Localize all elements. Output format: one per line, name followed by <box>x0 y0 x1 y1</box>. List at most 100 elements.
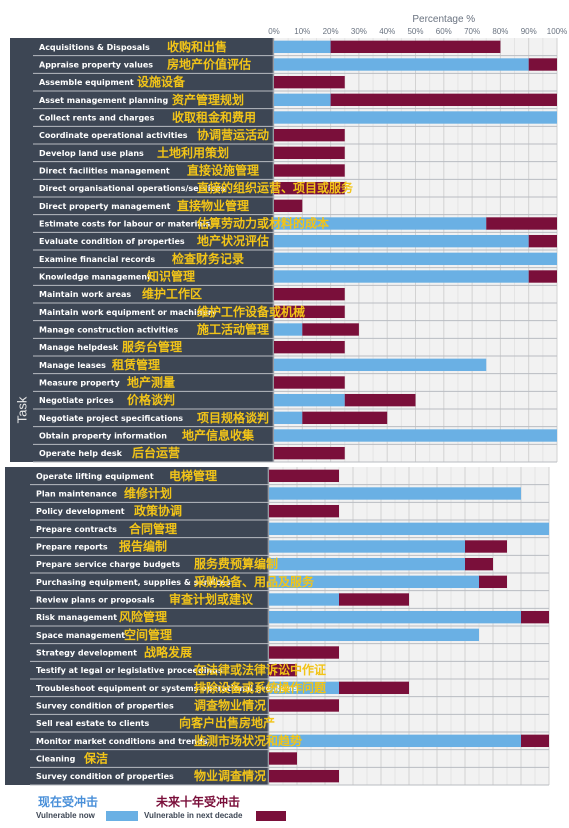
task-label: Survey condition of properties <box>36 772 174 781</box>
task-label-cn: 项目规格谈判 <box>197 410 269 425</box>
task-label: Maintain work areas <box>39 290 131 299</box>
bar-vulnerable-now <box>274 252 557 266</box>
task-label-cn: 地产测量 <box>127 375 175 390</box>
task-label: Troubleshoot equipment or systems operat… <box>36 684 298 693</box>
task-label-cn: 知识管理 <box>146 269 195 284</box>
bar-vulnerable-now <box>269 610 521 624</box>
task-label-cn: 维修计划 <box>124 486 172 501</box>
bar-vulnerable-next-decade <box>302 323 359 336</box>
task-label-cn: 监测市场状况和趋势 <box>194 733 302 748</box>
bar-vulnerable-next-decade <box>528 270 557 283</box>
task-label: Negotiate prices <box>39 396 114 405</box>
task-label-cn: 施工活动管理 <box>197 322 269 337</box>
bar-vulnerable-next-decade <box>339 593 409 606</box>
task-label: Operate help desk <box>39 449 123 458</box>
task-label-cn: 服务费预算编制 <box>194 556 278 571</box>
bar-vulnerable-now <box>274 270 529 283</box>
task-label: Manage leases <box>39 361 106 370</box>
task-label: Prepare service charge budgets <box>36 560 180 569</box>
task-label: Examine financial records <box>39 255 155 264</box>
bar-vulnerable-next-decade <box>521 734 549 748</box>
x-tick-label: 50% <box>407 27 423 36</box>
bar-vulnerable-now <box>269 557 465 571</box>
bar-vulnerable-now <box>274 429 557 442</box>
task-label: Prepare reports <box>36 543 108 552</box>
bar-vulnerable-next-decade <box>274 181 345 195</box>
task-label-cn: 调查物业情况 <box>194 698 266 713</box>
task-label: Asset management planning <box>39 96 168 105</box>
legend-next-swatch <box>256 811 286 821</box>
bar-vulnerable-next-decade <box>274 128 345 142</box>
task-label-cn: 服务台管理 <box>122 339 182 354</box>
legend: 现在受冲击 Vulnerable now 未来十年受冲击 Vulnerable in … <box>36 794 286 821</box>
bar-vulnerable-now <box>269 734 521 748</box>
task-label-cn: 后台运营 <box>132 445 180 460</box>
task-label-cn: 价格谈判 <box>127 392 175 407</box>
task-label: Acquisitions & Disposals <box>39 43 150 52</box>
task-label-cn: 资产管理规划 <box>172 92 244 107</box>
bar-vulnerable-now <box>274 58 529 71</box>
x-tick-label: 20% <box>323 27 339 36</box>
x-tick-label: 100% <box>547 27 567 36</box>
bar-vulnerable-next-decade <box>274 146 345 160</box>
bar-vulnerable-next-decade <box>486 217 557 230</box>
bar-vulnerable-next-decade <box>274 287 345 301</box>
bar-vulnerable-next-decade <box>274 376 345 389</box>
legend-next-label: Vulnerable in next decade <box>144 811 243 820</box>
task-label-cn: 地产状况评估 <box>197 233 269 248</box>
task-label: Risk management <box>36 613 117 622</box>
task-label: Manage construction activities <box>39 326 178 335</box>
task-label: Policy development <box>36 507 125 516</box>
task-label-cn: 地产信息收集 <box>182 428 255 443</box>
task-label: Appraise property values <box>39 61 153 70</box>
bar-vulnerable-next-decade <box>302 411 388 425</box>
x-tick-label: 80% <box>492 27 508 36</box>
task-label: Evaluate condition of properties <box>39 237 185 246</box>
y-axis-strip <box>10 38 33 462</box>
task-label-cn: 协调营运活动 <box>197 127 269 142</box>
task-label-cn: 保洁 <box>83 751 108 766</box>
bar-vulnerable-next-decade <box>274 164 345 177</box>
task-label: Collect rents and charges <box>39 114 155 123</box>
task-label-cn: 报告编制 <box>119 539 167 554</box>
task-label-cn: 电梯管理 <box>169 468 217 483</box>
task-label-cn: 物业调查情况 <box>194 768 266 783</box>
task-label-cn: 合同管理 <box>129 521 177 536</box>
task-label-cn: 检查财务记录 <box>172 251 244 266</box>
x-tick-label: 60% <box>436 27 452 36</box>
task-label-cn: 维护工作区 <box>142 286 202 301</box>
bar-vulnerable-now <box>269 681 339 695</box>
bar-vulnerable-now <box>274 393 345 407</box>
task-label-cn: 向客户出售房地产 <box>179 715 275 730</box>
task-label: Direct facilities management <box>39 167 170 176</box>
bar-vulnerable-now <box>274 358 487 372</box>
task-label: Prepare contracts <box>36 525 117 534</box>
bar-vulnerable-next-decade <box>479 575 507 589</box>
bar-vulnerable-next-decade <box>330 40 501 54</box>
bar-vulnerable-next-decade <box>269 469 339 483</box>
bar-vulnerable-next-decade <box>274 305 345 319</box>
task-label: Direct organisational operations/service… <box>39 184 226 193</box>
bar-vulnerable-now <box>274 93 331 107</box>
task-label: Measure property <box>39 379 120 388</box>
task-label-cn: 维护工作设备或机械 <box>197 304 305 319</box>
bar-vulnerable-now <box>274 323 303 336</box>
bar-vulnerable-now <box>274 234 529 248</box>
y-axis-title: Task <box>15 396 30 423</box>
y-axis-strip <box>5 467 30 785</box>
task-label-cn: 排除设备或系统操作问题 <box>194 680 327 695</box>
task-label: Review plans or proposals <box>36 596 155 605</box>
bar-vulnerable-now <box>269 593 339 606</box>
bar-vulnerable-now <box>269 540 465 553</box>
bar-vulnerable-next-decade <box>339 681 409 695</box>
task-label-cn: 空间管理 <box>124 627 172 642</box>
task-label-cn: 战略发展 <box>144 645 192 660</box>
task-label-cn: 收取租金和费用 <box>172 110 256 125</box>
task-label: Strategy development <box>36 649 137 658</box>
task-label: Monitor market conditions and trends <box>36 737 208 746</box>
legend-next-cn: 未来十年受冲击 <box>155 794 240 809</box>
task-label-cn: 收购和出售 <box>167 39 227 54</box>
x-tick-label: 40% <box>379 27 395 36</box>
task-label-cn: 采购设备、用品及服务 <box>193 574 315 589</box>
